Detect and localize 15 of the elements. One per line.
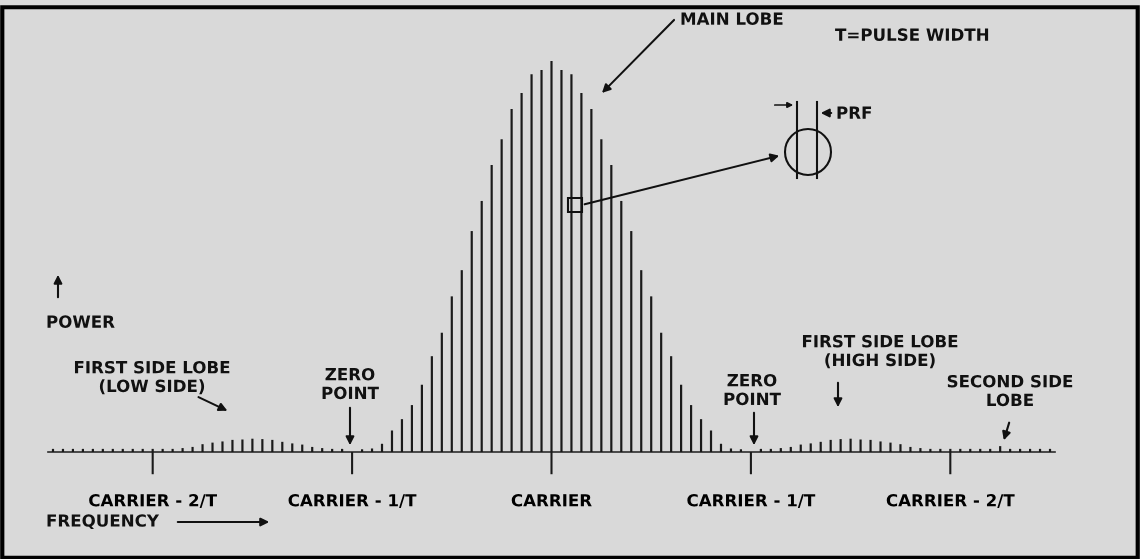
annotation: FIRST SIDE LOBE (HIGH SIDE) [802, 334, 958, 369]
text: MAIN LOBE [681, 12, 783, 25]
annotation: FIRST SIDE LOBE (LOW SIDE) [74, 360, 230, 395]
text: FREQUENCY [47, 514, 160, 530]
annotation: SECOND SIDE LOBE [947, 374, 1073, 407]
x-tick-label: CARRIER - 2/T [89, 493, 217, 508]
annotation: POWER [47, 315, 115, 328]
annotation: ZERO POINT [322, 367, 379, 400]
annotation: PRF [837, 106, 872, 119]
x-tick-label: CARRIER - 1/T [288, 493, 417, 508]
x-tick-label: CARRIER [511, 493, 592, 507]
annotation: ZERO POINT [724, 373, 781, 406]
x-tick-label: CARRIER - 1/T [687, 493, 816, 508]
x-tick-label: CARRIER - 2/T [886, 493, 1015, 508]
text: T=PULSE WIDTH [835, 28, 989, 41]
